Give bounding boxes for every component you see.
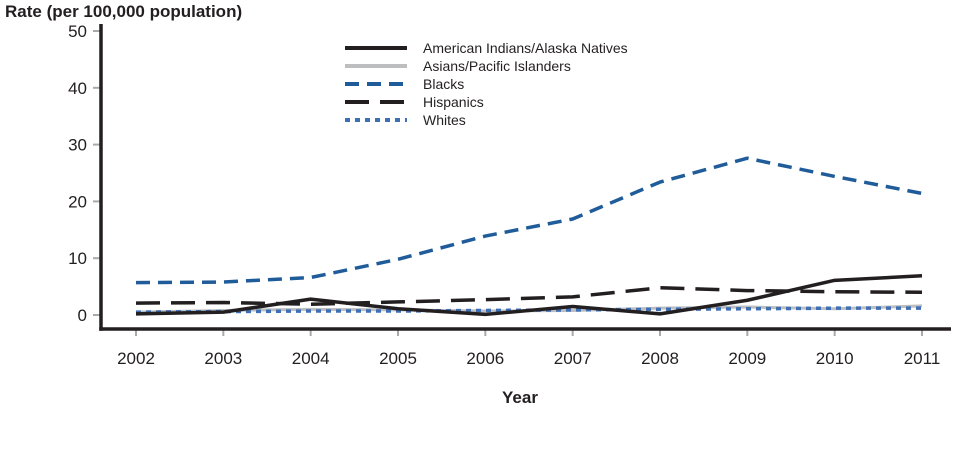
legend-item-american-indians-alaska-natives: American Indians/Alaska Natives: [345, 39, 628, 57]
legend-label: Hispanics: [423, 94, 484, 110]
x-tick-label: 2011: [904, 349, 941, 368]
line-swatch-icon: [345, 118, 407, 122]
y-tick-label: 30: [68, 136, 87, 155]
y-tick-label: 50: [68, 22, 87, 41]
x-tick-label: 2004: [292, 349, 330, 368]
x-tick-label: 2010: [816, 349, 854, 368]
series-line-blacks: [135, 156, 923, 285]
x-tick-label: 2003: [204, 349, 242, 368]
x-axis-title: Year: [502, 388, 538, 407]
line-swatch-icon: [345, 46, 407, 50]
x-tick-label: 2008: [641, 349, 679, 368]
legend-label: Blacks: [423, 76, 465, 92]
legend-item-blacks: Blacks: [345, 75, 628, 93]
y-tick-label: 10: [68, 249, 87, 268]
legend: American Indians/Alaska Natives Asians/P…: [345, 39, 628, 129]
legend-label: American Indians/Alaska Natives: [423, 40, 628, 56]
legend-item-whites: Whites: [345, 111, 628, 129]
line-swatch-icon: [345, 82, 407, 86]
legend-item-hispanics: Hispanics: [345, 93, 628, 111]
x-tick-label: 2006: [466, 349, 504, 368]
legend-label: Asians/Pacific Islanders: [423, 58, 571, 74]
legend-item-asians-pacific-islanders: Asians/Pacific Islanders: [345, 57, 628, 75]
line-swatch-icon: [345, 64, 407, 68]
legend-label: Whites: [423, 112, 466, 128]
x-tick-label: 2007: [554, 349, 592, 368]
series-line-american-indians-alaska-natives: [135, 274, 923, 317]
series-line-hispanics: [135, 285, 923, 306]
x-tick-label: 2002: [117, 349, 155, 368]
y-tick-label: 20: [68, 192, 87, 211]
y-tick-label: 0: [78, 306, 87, 325]
x-tick-label: 2005: [379, 349, 417, 368]
x-tick-label: 2009: [728, 349, 766, 368]
y-tick-label: 40: [68, 79, 87, 98]
y-axis-title: Rate (per 100,000 population): [5, 2, 243, 21]
line-swatch-icon: [345, 100, 407, 104]
